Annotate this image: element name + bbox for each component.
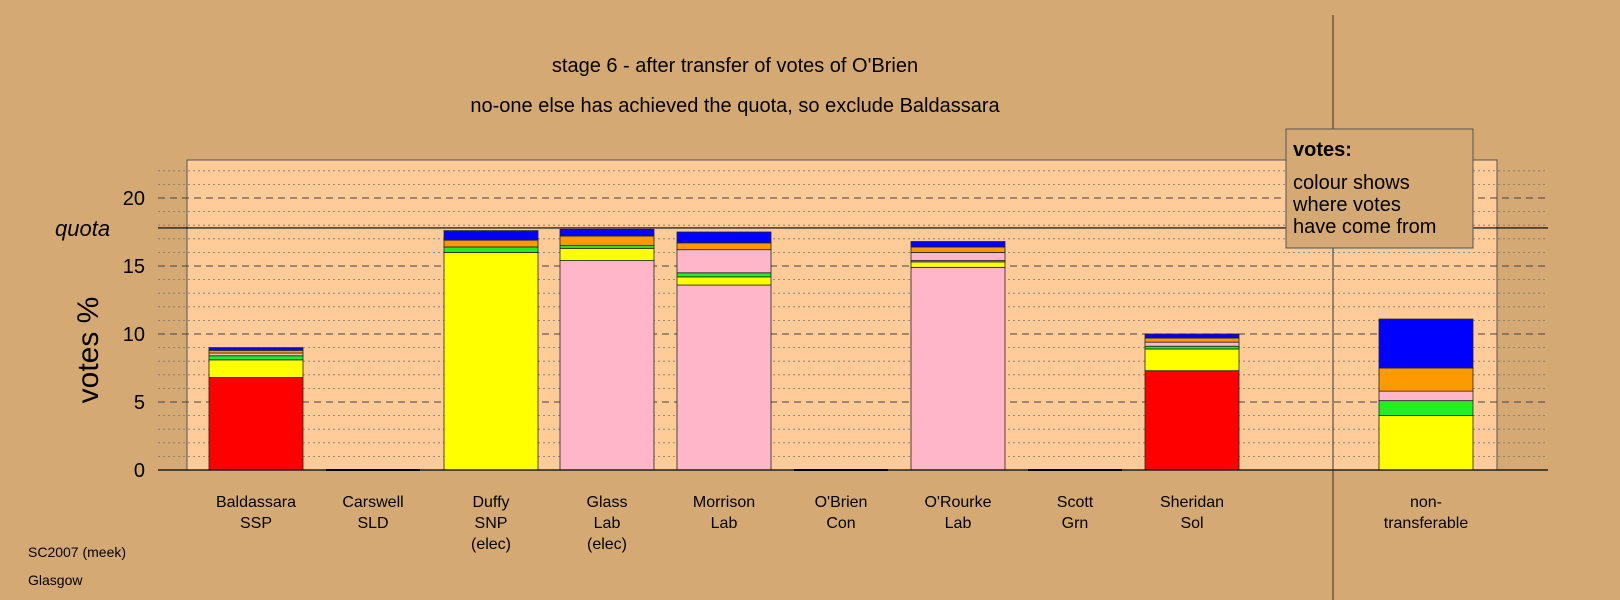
legend-title: votes: <box>1293 139 1352 161</box>
y-tick-label: 20 <box>123 188 145 210</box>
bar-segment <box>1378 415 1474 471</box>
y-axis: 0 5 10 15 20 <box>123 188 1548 482</box>
bar-segment <box>910 241 1006 248</box>
bar-segment <box>443 246 539 253</box>
y-axis-label: votes % <box>72 297 105 404</box>
legend-line-3: have come from <box>1293 216 1436 238</box>
bar-segment <box>1144 348 1240 372</box>
bar-segment <box>208 355 304 361</box>
x-tick-label: Sol <box>1180 515 1203 532</box>
bar-segment <box>1144 370 1240 471</box>
bar-segment <box>1144 345 1240 350</box>
x-tick-label: Grn <box>1062 515 1089 532</box>
bars <box>208 228 1474 471</box>
x-tick-label: Con <box>826 515 855 532</box>
bar-segment <box>559 235 655 247</box>
bar-segment <box>676 284 772 471</box>
bar-segment <box>910 246 1006 253</box>
bar-segment <box>910 261 1006 268</box>
bar-segment <box>208 349 304 354</box>
x-tick-label: SSP <box>240 515 272 532</box>
bar-segment <box>1378 367 1474 392</box>
bar-segment <box>676 249 772 274</box>
bar-segment <box>676 276 772 286</box>
bar-segment <box>1378 318 1474 369</box>
bar-segment <box>208 347 304 351</box>
bar-segment <box>1378 390 1474 402</box>
x-axis-labels: Baldassara SSP Carswell SLD Duffy SNP (elec) Gl… <box>216 494 1468 553</box>
y-tick-label: 5 <box>134 392 145 414</box>
legend-line-1: colour shows <box>1293 172 1410 194</box>
legend: votes: colour shows where votes have com… <box>1285 128 1474 249</box>
legend-line-2: where votes <box>1292 194 1401 216</box>
x-tick-label: transferable <box>1384 515 1469 532</box>
bar-segment <box>1144 341 1240 347</box>
x-tick-label: Lab <box>594 515 621 532</box>
x-tick-label: Lab <box>711 515 738 532</box>
footer-region: Glasgow <box>28 572 83 588</box>
bar-segment <box>208 359 304 378</box>
x-tick-label: (elec) <box>471 536 511 553</box>
y-tick-label: 0 <box>134 460 145 482</box>
bar-segment <box>559 228 655 237</box>
x-tick-label: O'Brien <box>815 494 868 511</box>
y-tick-label: 10 <box>123 324 145 346</box>
y-tick-label: 15 <box>123 256 145 278</box>
bar-segment <box>676 272 772 278</box>
bar-segment <box>910 266 1006 471</box>
x-tick-label: non- <box>1410 494 1442 511</box>
bar-segment <box>208 377 304 471</box>
footer-source: SC2007 (meek) <box>28 544 126 560</box>
x-tick-label: Morrison <box>693 494 755 511</box>
bar-segment <box>1144 333 1240 339</box>
bar-segment <box>559 245 655 249</box>
x-tick-label: Baldassara <box>216 494 296 511</box>
x-tick-label: Duffy <box>472 494 509 511</box>
bar-segment <box>910 251 1006 261</box>
bar-segment <box>1144 337 1240 343</box>
bar-segment <box>559 247 655 261</box>
x-tick-label: (elec) <box>587 536 627 553</box>
bar-segment <box>208 352 304 357</box>
bar-segment <box>443 251 539 471</box>
x-tick-label: SLD <box>357 515 388 532</box>
bar-segment <box>443 230 539 241</box>
quota-label: quota <box>55 216 110 241</box>
x-tick-label: O'Rourke <box>924 494 991 511</box>
bar-segment <box>1378 400 1474 417</box>
x-tick-label: SNP <box>475 515 508 532</box>
x-tick-label: Scott <box>1057 494 1094 511</box>
x-tick-label: Lab <box>945 515 972 532</box>
x-tick-label: Carswell <box>342 494 403 511</box>
x-tick-label: Glass <box>587 494 628 511</box>
chart-subtitle: no-one else has achieved the quota, so e… <box>470 95 1000 117</box>
bar-segment <box>443 239 539 248</box>
bar-segment <box>676 242 772 251</box>
bar-segment <box>676 231 772 244</box>
x-tick-label: Sheridan <box>1160 494 1224 511</box>
chart-title: stage 6 - after transfer of votes of O'B… <box>552 55 918 77</box>
bar-segment <box>559 260 655 471</box>
